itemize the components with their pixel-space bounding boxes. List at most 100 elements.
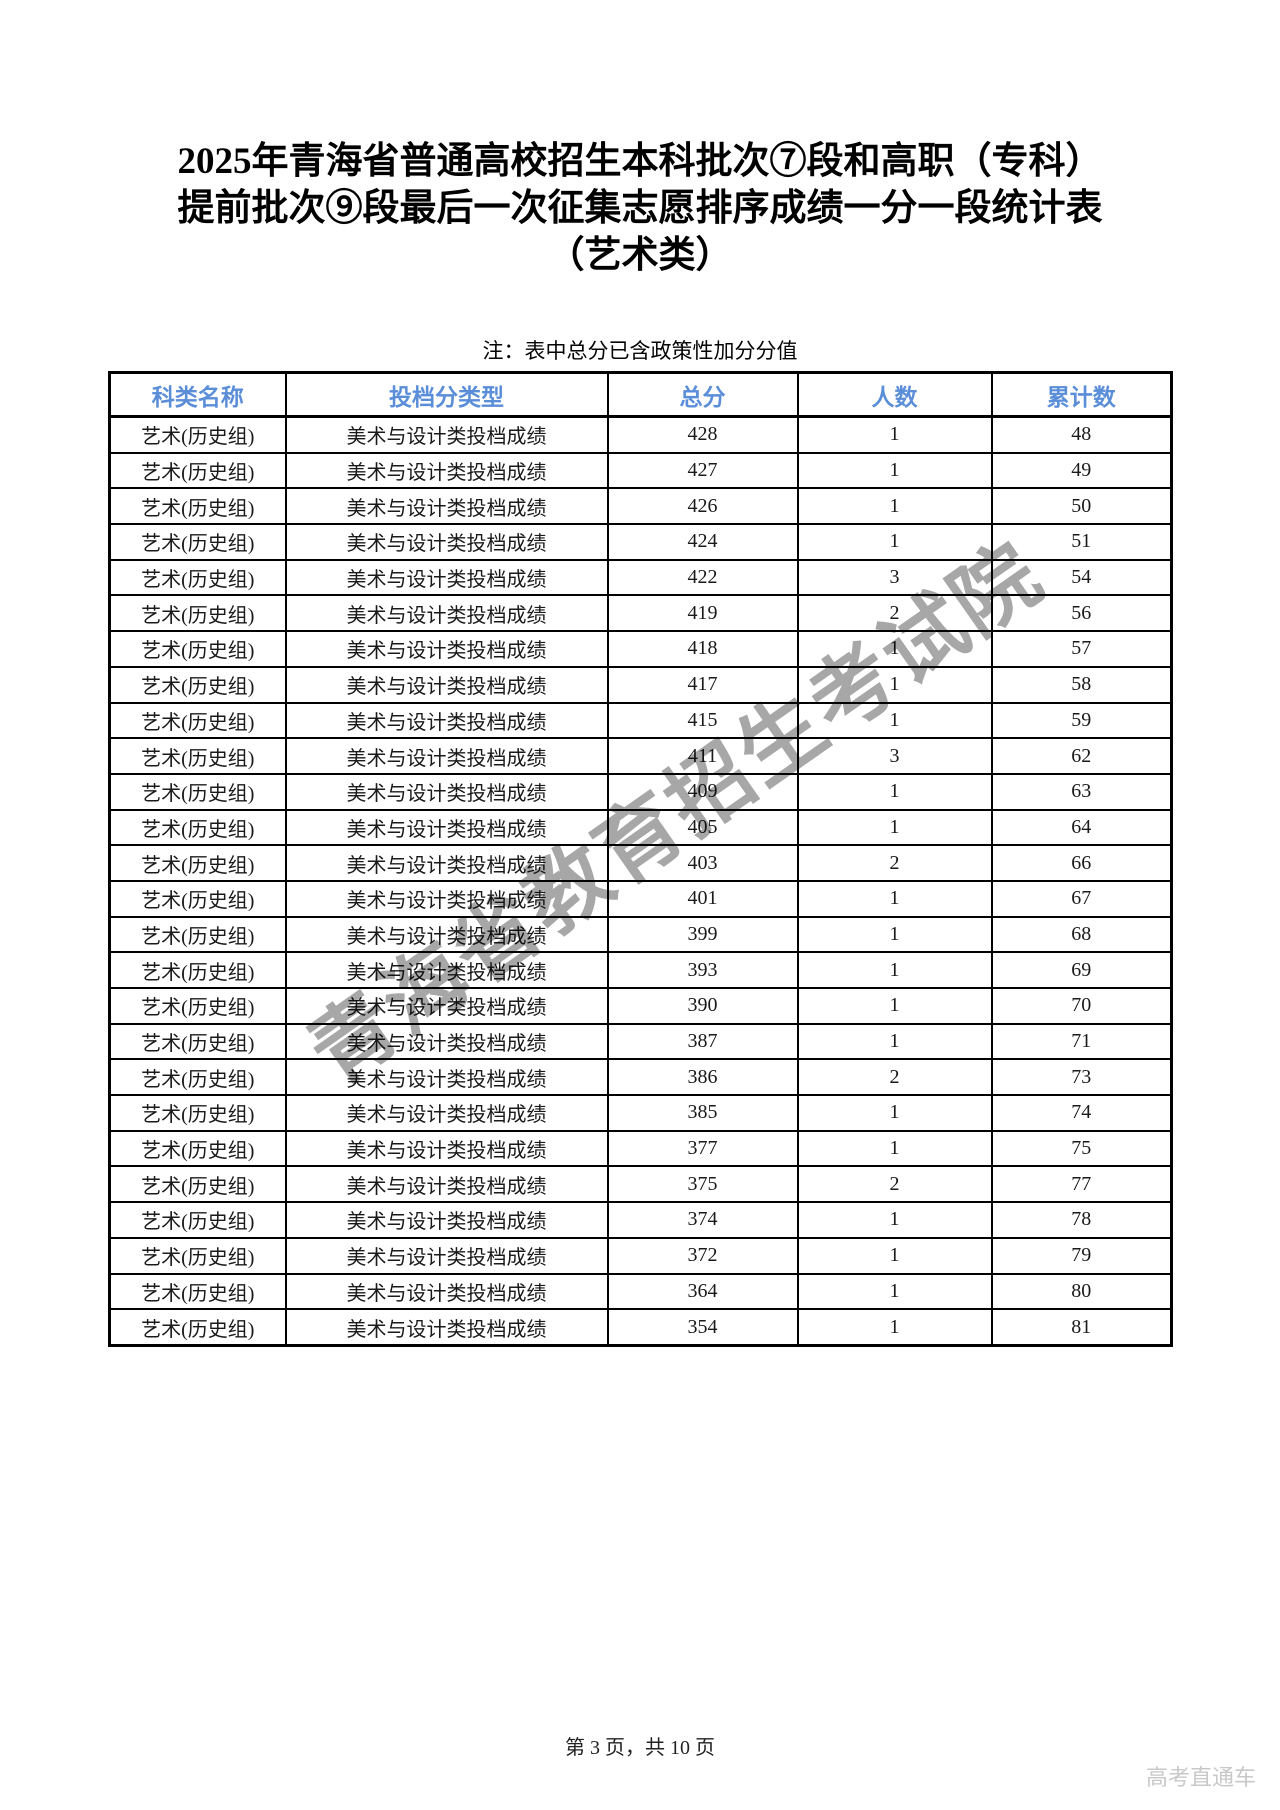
- cell-score-type: 美术与设计类投档成绩: [284, 701, 609, 740]
- cell-total-score: 411: [606, 737, 799, 775]
- cell-count: 1: [796, 1236, 993, 1275]
- table-row: 艺术(历史组) 美术与设计类投档成绩 387 1 71: [108, 1022, 1173, 1061]
- cell-category: 艺术(历史组): [108, 701, 287, 740]
- cell-total-score: 377: [606, 1129, 799, 1168]
- cell-count: 2: [796, 1165, 993, 1204]
- header-count: 人数: [796, 371, 993, 418]
- cell-count: 1: [796, 665, 993, 704]
- cell-cumulative: 79: [990, 1236, 1173, 1275]
- page-title: 2025年青海省普通高校招生本科批次⑦段和高职（专科） 提前批次⑨段最后一次征集…: [0, 138, 1280, 279]
- cell-score-type: 美术与设计类投档成绩: [284, 1022, 609, 1061]
- cell-total-score: 418: [606, 630, 799, 668]
- cell-total-score: 372: [606, 1236, 799, 1275]
- cell-count: 2: [796, 844, 993, 882]
- table-row: 艺术(历史组) 美术与设计类投档成绩 354 1 81: [108, 1308, 1173, 1347]
- cell-count: 1: [796, 523, 993, 561]
- cell-category: 艺术(历史组): [108, 487, 287, 526]
- table-row: 艺术(历史组) 美术与设计类投档成绩 377 1 75: [108, 1129, 1173, 1168]
- cell-count: 1: [796, 1272, 993, 1311]
- cell-category: 艺术(历史组): [108, 665, 287, 704]
- cell-score-type: 美术与设计类投档成绩: [284, 951, 609, 989]
- table-row: 艺术(历史组) 美术与设计类投档成绩 418 1 57: [108, 630, 1173, 668]
- cell-count: 1: [796, 987, 993, 1025]
- cell-category: 艺术(历史组): [108, 1094, 287, 1132]
- cell-category: 艺术(历史组): [108, 737, 287, 775]
- cell-category: 艺术(历史组): [108, 1129, 287, 1168]
- table-row: 艺术(历史组) 美术与设计类投档成绩 401 1 67: [108, 879, 1173, 918]
- cell-cumulative: 50: [990, 487, 1173, 526]
- cell-category: 艺术(历史组): [108, 1236, 287, 1275]
- table-row: 艺术(历史组) 美术与设计类投档成绩 403 2 66: [108, 844, 1173, 882]
- cell-count: 3: [796, 737, 993, 775]
- table-row: 艺术(历史组) 美术与设计类投档成绩 427 1 49: [108, 451, 1173, 490]
- cell-score-type: 美术与设计类投档成绩: [284, 1201, 609, 1239]
- cell-total-score: 387: [606, 1022, 799, 1061]
- cell-total-score: 405: [606, 808, 799, 847]
- table-row: 艺术(历史组) 美术与设计类投档成绩 372 1 79: [108, 1236, 1173, 1275]
- cell-cumulative: 77: [990, 1165, 1173, 1204]
- cell-count: 1: [796, 772, 993, 811]
- table-row: 艺术(历史组) 美术与设计类投档成绩 386 2 73: [108, 1058, 1173, 1097]
- brand-watermark: 高考直通车: [1145, 1765, 1256, 1790]
- cell-count: 1: [796, 1094, 993, 1132]
- cell-total-score: 385: [606, 1094, 799, 1132]
- cell-cumulative: 74: [990, 1094, 1173, 1132]
- cell-cumulative: 70: [990, 987, 1173, 1025]
- table-row: 艺术(历史组) 美术与设计类投档成绩 399 1 68: [108, 915, 1173, 954]
- cell-category: 艺术(历史组): [108, 451, 287, 490]
- cell-count: 1: [796, 808, 993, 847]
- cell-total-score: 426: [606, 487, 799, 526]
- cell-category: 艺术(历史组): [108, 772, 287, 811]
- table-row: 艺术(历史组) 美术与设计类投档成绩 409 1 63: [108, 772, 1173, 811]
- cell-cumulative: 75: [990, 1129, 1173, 1168]
- cell-category: 艺术(历史组): [108, 1022, 287, 1061]
- cell-count: 1: [796, 415, 993, 454]
- cell-total-score: 375: [606, 1165, 799, 1204]
- cell-category: 艺术(历史组): [108, 523, 287, 561]
- table-row: 艺术(历史组) 美术与设计类投档成绩 426 1 50: [108, 487, 1173, 526]
- cell-total-score: 427: [606, 451, 799, 490]
- cell-count: 1: [796, 630, 993, 668]
- cell-total-score: 424: [606, 523, 799, 561]
- header-cumulative: 累计数: [990, 371, 1173, 418]
- cell-cumulative: 48: [990, 415, 1173, 454]
- cell-score-type: 美术与设计类投档成绩: [284, 415, 609, 454]
- cell-category: 艺术(历史组): [108, 630, 287, 668]
- cell-score-type: 美术与设计类投档成绩: [284, 987, 609, 1025]
- cell-cumulative: 49: [990, 451, 1173, 490]
- title-line-3: （艺术类）: [547, 235, 733, 276]
- cell-total-score: 390: [606, 987, 799, 1025]
- table-row: 艺术(历史组) 美术与设计类投档成绩 405 1 64: [108, 808, 1173, 847]
- table-row: 艺术(历史组) 美术与设计类投档成绩 422 3 54: [108, 558, 1173, 597]
- table-header-row: 科类名称 投档分类型 总分 人数 累计数: [108, 371, 1173, 418]
- cell-score-type: 美术与设计类投档成绩: [284, 523, 609, 561]
- cell-score-type: 美术与设计类投档成绩: [284, 558, 609, 597]
- cell-score-type: 美术与设计类投档成绩: [284, 451, 609, 490]
- header-score-type: 投档分类型: [284, 371, 609, 418]
- cell-category: 艺术(历史组): [108, 951, 287, 989]
- cell-category: 艺术(历史组): [108, 558, 287, 597]
- cell-score-type: 美术与设计类投档成绩: [284, 630, 609, 668]
- cell-score-type: 美术与设计类投档成绩: [284, 1236, 609, 1275]
- table-row: 艺术(历史组) 美术与设计类投档成绩 419 2 56: [108, 594, 1173, 633]
- cell-cumulative: 66: [990, 844, 1173, 882]
- cell-count: 1: [796, 701, 993, 740]
- cell-cumulative: 58: [990, 665, 1173, 704]
- cell-score-type: 美术与设计类投档成绩: [284, 487, 609, 526]
- table-note: 注：表中总分已含政策性加分分值: [482, 339, 798, 363]
- cell-score-type: 美术与设计类投档成绩: [284, 772, 609, 811]
- table-row: 艺术(历史组) 美术与设计类投档成绩 415 1 59: [108, 701, 1173, 740]
- cell-count: 1: [796, 1201, 993, 1239]
- cell-category: 艺术(历史组): [108, 1272, 287, 1311]
- score-table: 科类名称 投档分类型 总分 人数 累计数 艺术(历史组) 美术与设计类投档成绩 42…: [108, 371, 1173, 1347]
- cell-cumulative: 80: [990, 1272, 1173, 1311]
- cell-cumulative: 54: [990, 558, 1173, 597]
- cell-category: 艺术(历史组): [108, 808, 287, 847]
- table-row: 艺术(历史组) 美术与设计类投档成绩 374 1 78: [108, 1201, 1173, 1239]
- cell-cumulative: 56: [990, 594, 1173, 633]
- cell-total-score: 415: [606, 701, 799, 740]
- cell-category: 艺术(历史组): [108, 879, 287, 918]
- cell-count: 1: [796, 451, 993, 490]
- cell-cumulative: 67: [990, 879, 1173, 918]
